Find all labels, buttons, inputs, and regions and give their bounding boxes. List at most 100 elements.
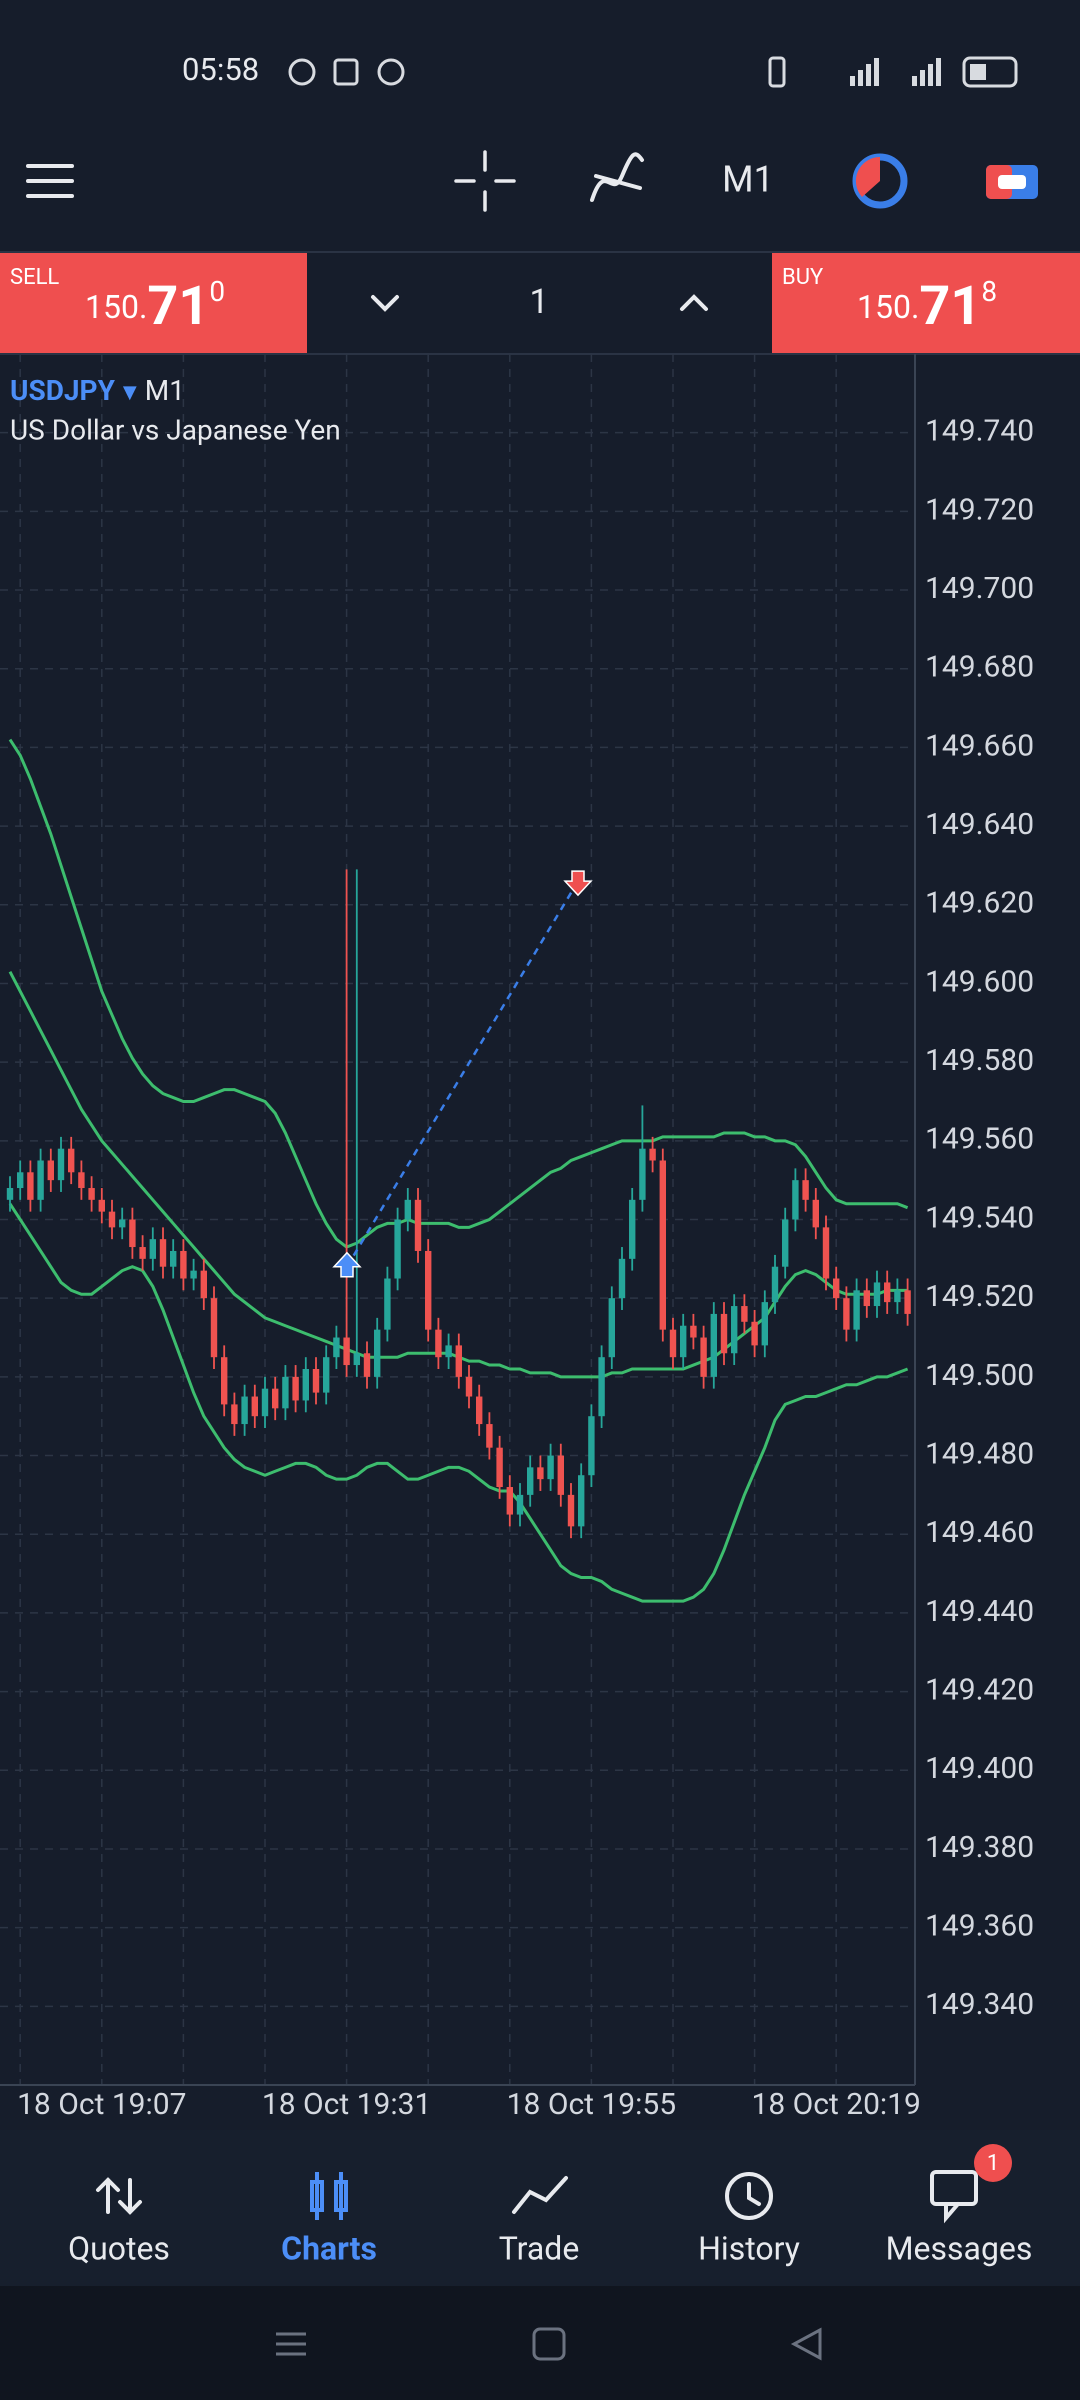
y-tick-label: 149.500 (925, 1358, 1034, 1393)
trade-line (345, 880, 580, 1268)
nav-item[interactable]: Charts (281, 2229, 377, 2267)
y-tick-label: 149.580 (925, 1043, 1034, 1078)
candle-body (629, 1199, 636, 1259)
volume-down[interactable] (371, 295, 399, 312)
candle-body (149, 1239, 156, 1259)
candle-body (496, 1447, 503, 1488)
menu-button[interactable] (26, 164, 74, 198)
candle-body (78, 1172, 85, 1189)
candle-body (690, 1325, 697, 1338)
candle-body (47, 1160, 54, 1181)
candle-body (884, 1282, 891, 1303)
buy-button[interactable] (772, 253, 1080, 354)
candle-body (343, 1337, 350, 1366)
nav-item[interactable]: Trade (499, 2229, 580, 2267)
candle-body (108, 1211, 116, 1228)
y-tick-label: 149.480 (925, 1436, 1034, 1471)
sell-price: 150.710 (85, 275, 225, 338)
candle-body (394, 1219, 401, 1279)
candle-body (57, 1148, 65, 1181)
candle-body (27, 1172, 34, 1200)
y-tick-label: 149.540 (925, 1200, 1034, 1235)
candle-body (282, 1376, 289, 1409)
candle-body (6, 1188, 14, 1200)
nav-item[interactable]: History (698, 2229, 800, 2267)
candle-body (853, 1290, 860, 1330)
candle-body (863, 1290, 870, 1307)
signal-icons (850, 58, 941, 86)
y-tick-label: 149.520 (925, 1279, 1034, 1314)
y-tick-label: 149.440 (925, 1594, 1034, 1629)
candle-body (792, 1180, 799, 1220)
candle-body (608, 1298, 615, 1358)
candle-body (261, 1388, 269, 1417)
candle-body (731, 1306, 738, 1354)
nav-items: Quotes Charts Trade History Messages (68, 2229, 1032, 2267)
y-tick-label: 149.660 (925, 728, 1034, 763)
candle-body (486, 1424, 493, 1448)
candle-body (159, 1239, 167, 1267)
clock-button[interactable] (852, 153, 908, 209)
candle-body (537, 1467, 544, 1480)
nav-item[interactable]: Quotes (68, 2229, 170, 2267)
candle-body (445, 1345, 452, 1358)
candle-body (374, 1329, 381, 1377)
candle-body (465, 1376, 473, 1397)
candle-body (180, 1250, 187, 1279)
y-tick-label: 149.340 (925, 1987, 1034, 2022)
candle-body (782, 1219, 789, 1267)
volume-up[interactable] (680, 294, 708, 311)
messages-badge-count: 1 (987, 2151, 999, 2176)
sell-button[interactable] (0, 253, 307, 354)
sell-label: SELL (10, 265, 59, 290)
candle-body (822, 1227, 830, 1279)
candle-body (414, 1199, 422, 1251)
candle-body (557, 1455, 564, 1495)
y-tick-label: 149.380 (925, 1830, 1034, 1865)
chart-description: US Dollar vs Japanese Yen (10, 413, 341, 446)
volume-value[interactable]: 1 (529, 282, 548, 322)
candle-body (210, 1298, 218, 1358)
x-tick-label: 18 Oct 19:07 (17, 2087, 186, 2122)
buy-label: BUY (782, 265, 824, 290)
status-time: 05:58 (182, 51, 259, 88)
candle-body (567, 1494, 575, 1527)
x-tick-label: 18 Oct 19:55 (507, 2087, 676, 2122)
candle-body (139, 1247, 146, 1259)
candle-body (170, 1250, 177, 1267)
candle-body (353, 1353, 360, 1366)
candle-body (516, 1494, 524, 1515)
candle-body (751, 1321, 758, 1346)
candle-body (710, 1313, 717, 1377)
y-tick-label: 149.600 (925, 964, 1034, 999)
crosshair-button[interactable] (454, 150, 516, 212)
nav-item[interactable]: Messages (886, 2229, 1033, 2267)
candle-body (37, 1160, 44, 1200)
indicators-button[interactable] (590, 152, 644, 202)
trade-toggle-button[interactable] (986, 165, 1038, 199)
candle-body (68, 1148, 75, 1173)
candle-body (843, 1298, 850, 1330)
candle-body (129, 1219, 136, 1248)
chart: 149.740 149.720 149.700 149.680 149.660 149.6… (0, 354, 1034, 2122)
candle-body (700, 1337, 707, 1377)
y-tick-label: 149.720 (925, 492, 1034, 527)
candle-body (404, 1199, 411, 1220)
candle-body (88, 1188, 95, 1200)
buy-price: 150.718 (857, 275, 997, 338)
bottom-nav (0, 2130, 1080, 2286)
candle-body (221, 1357, 228, 1405)
nav-icons (96, 2170, 978, 2224)
candle-body (251, 1396, 258, 1417)
timeframe-button[interactable]: M1 (722, 159, 774, 201)
candle-body (873, 1282, 881, 1307)
y-tick-label: 149.560 (925, 1122, 1034, 1157)
chart-symbol: USDJPY ▼ M1 (10, 374, 185, 407)
messages-badge (974, 2144, 1012, 2182)
buy-arrow (332, 1251, 362, 1278)
candle-body (741, 1306, 748, 1322)
system-nav (0, 2286, 1080, 2400)
